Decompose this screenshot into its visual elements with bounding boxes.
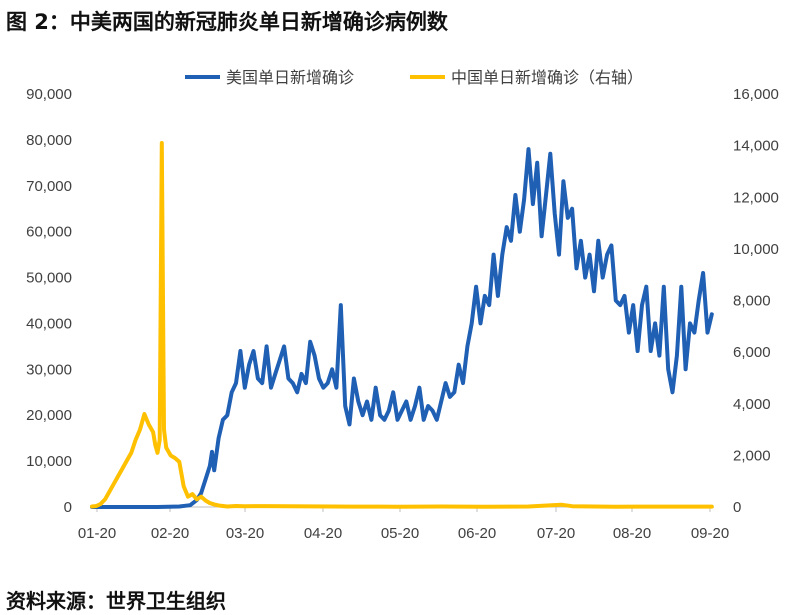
y-left-tick-label: 20,000 bbox=[26, 407, 72, 424]
y-left-tick-label: 0 bbox=[64, 499, 72, 516]
legend: 美国单日新增确诊 中国单日新增确诊（右轴） bbox=[185, 68, 643, 87]
x-tick-label: 01-20 bbox=[78, 525, 116, 542]
y-right-tick-label: 8,000 bbox=[733, 293, 771, 310]
y-right-tick-label: 6,000 bbox=[733, 344, 771, 361]
x-tick-label: 06-20 bbox=[458, 525, 496, 542]
y-left-tick-label: 50,000 bbox=[26, 270, 72, 287]
source-note: 资料来源：世界卫生组织 bbox=[6, 589, 226, 613]
series-layer bbox=[90, 141, 714, 509]
y-right-tick-label: 2,000 bbox=[733, 447, 771, 464]
series-line-us bbox=[90, 147, 714, 509]
x-tick-label: 09-20 bbox=[691, 525, 729, 542]
y-right-tick-label: 0 bbox=[733, 499, 741, 516]
y-right-tick-label: 16,000 bbox=[733, 86, 779, 103]
y-left-tick-label: 80,000 bbox=[26, 132, 72, 149]
y-right-tick-label: 14,000 bbox=[733, 138, 779, 155]
y-left-tick-label: 40,000 bbox=[26, 315, 72, 332]
y-left-tick-label: 90,000 bbox=[26, 86, 72, 103]
y-left-tick-label: 10,000 bbox=[26, 453, 72, 470]
x-tick-label: 03-20 bbox=[226, 525, 264, 542]
series-line-china bbox=[90, 141, 714, 509]
axis-layer: 0 10,000 20,000 30,000 40,000 50,000 60,000 70,… bbox=[26, 86, 779, 542]
y-left-tick-label: 60,000 bbox=[26, 224, 72, 241]
y-right-tick-label: 10,000 bbox=[733, 241, 779, 258]
x-tick-label: 08-20 bbox=[613, 525, 651, 542]
y-right-tick-label: 12,000 bbox=[733, 189, 779, 206]
x-tick-label: 05-20 bbox=[381, 525, 419, 542]
y-right-tick-label: 4,000 bbox=[733, 396, 771, 413]
legend-label-us: 美国单日新增确诊 bbox=[226, 68, 354, 87]
chart-title: 图 2：中美两国的新冠肺炎单日新增确诊病例数 bbox=[6, 10, 448, 34]
x-tick-label: 04-20 bbox=[304, 525, 342, 542]
y-left-tick-label: 70,000 bbox=[26, 178, 72, 195]
chart-area: 0 10,000 20,000 30,000 40,000 50,000 60,000 70,… bbox=[26, 68, 779, 542]
legend-label-china: 中国单日新增确诊（右轴） bbox=[451, 68, 643, 87]
y-left-tick-label: 30,000 bbox=[26, 361, 72, 378]
x-tick-label: 02-20 bbox=[151, 525, 189, 542]
x-tick-label: 07-20 bbox=[537, 525, 575, 542]
